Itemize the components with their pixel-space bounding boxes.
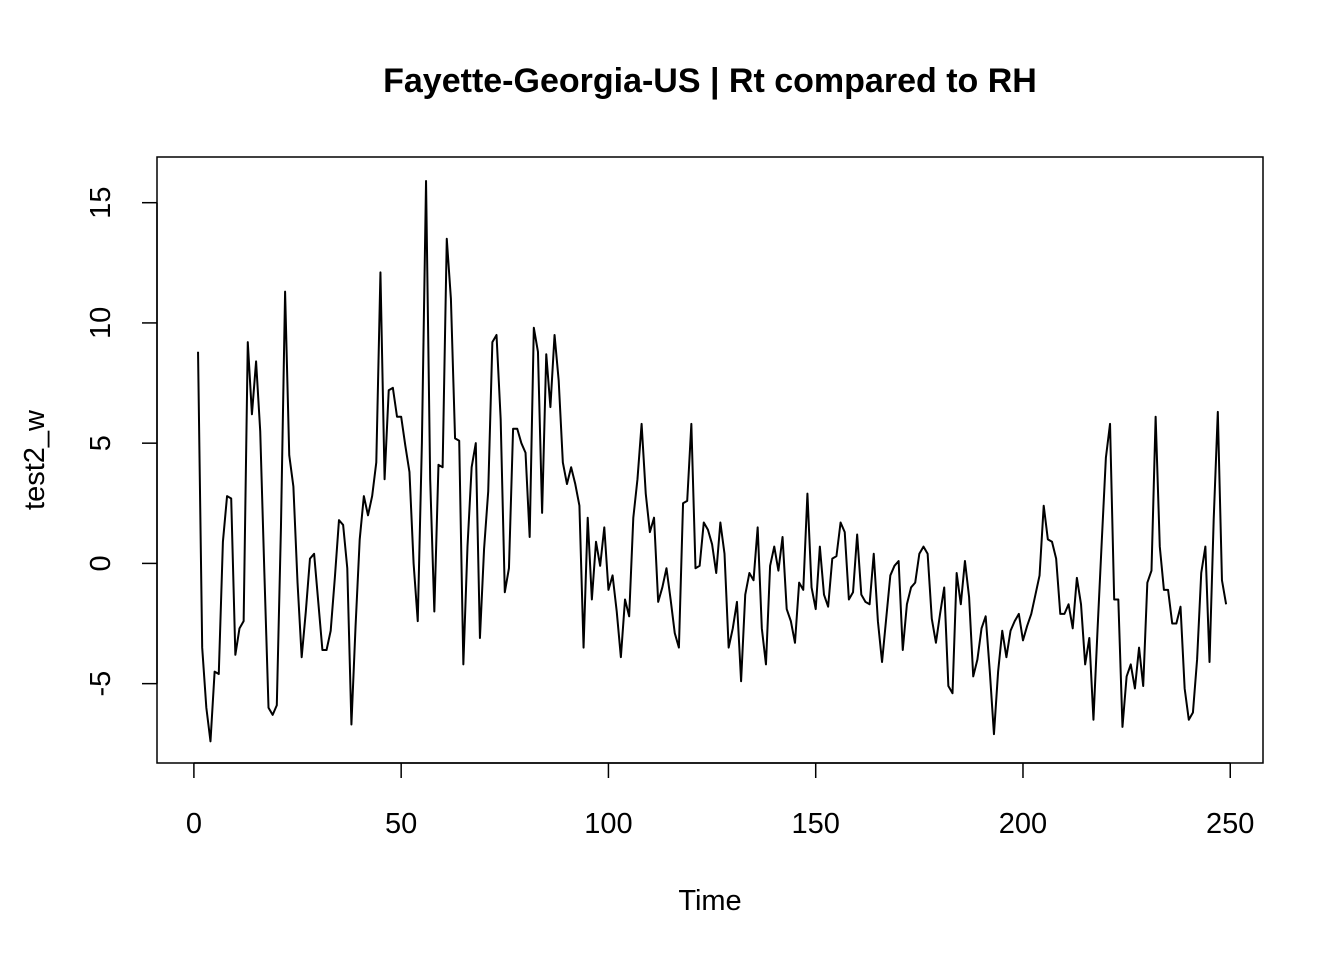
plot-frame (156, 156, 1264, 764)
chart-title: Fayette-Georgia-US | Rt compared to RH (383, 62, 1037, 100)
y-tick-label: 15 (85, 187, 117, 219)
x-tick-label: 0 (186, 808, 202, 840)
x-axis-label: Time (678, 885, 741, 917)
x-tick-label: 50 (385, 808, 417, 840)
y-tick-label: 0 (85, 555, 117, 571)
x-tick-label: 100 (584, 808, 632, 840)
series-line (197, 180, 1228, 743)
x-tick-label: 150 (792, 808, 840, 840)
x-axis: 0 50 100 150 200 250 (186, 762, 1254, 840)
y-tick-label: -5 (85, 671, 117, 697)
y-axis: -5 0 5 10 15 (85, 187, 158, 697)
x-tick-label: 200 (999, 808, 1047, 840)
y-axis-label: test2_w (19, 409, 51, 510)
series-layer (197, 180, 1228, 743)
y-tick-label: 10 (85, 307, 117, 339)
x-tick-label: 250 (1206, 808, 1254, 840)
y-tick-label: 5 (85, 435, 117, 451)
